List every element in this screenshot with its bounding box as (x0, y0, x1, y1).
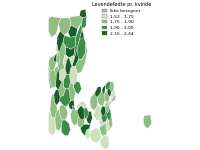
Polygon shape (100, 135, 109, 149)
Polygon shape (101, 110, 108, 123)
Polygon shape (90, 128, 101, 143)
Polygon shape (101, 106, 106, 116)
Polygon shape (80, 124, 90, 135)
Polygon shape (86, 111, 92, 124)
Polygon shape (143, 115, 152, 129)
Polygon shape (69, 67, 77, 85)
Polygon shape (111, 92, 114, 99)
Polygon shape (63, 74, 70, 89)
Polygon shape (110, 81, 114, 92)
Polygon shape (106, 118, 111, 131)
Polygon shape (105, 90, 109, 103)
Polygon shape (84, 107, 88, 119)
Polygon shape (70, 110, 79, 126)
Polygon shape (90, 92, 98, 111)
Polygon shape (50, 93, 57, 118)
Polygon shape (77, 37, 86, 60)
Polygon shape (95, 87, 101, 97)
Polygon shape (99, 113, 106, 126)
Polygon shape (72, 29, 84, 67)
Polygon shape (63, 55, 75, 72)
Polygon shape (65, 58, 72, 75)
Polygon shape (48, 17, 61, 37)
Polygon shape (107, 88, 112, 97)
Legend: Ikke beregnet, 1,52 - 1,75, 1,75 - 1,90, 1,90 - 2,09, 2,10 - 2,44: Ikke beregnet, 1,52 - 1,75, 1,75 - 1,90,… (91, 2, 152, 36)
Polygon shape (55, 65, 63, 91)
Polygon shape (59, 68, 68, 82)
Polygon shape (57, 31, 64, 54)
Polygon shape (74, 24, 82, 58)
Polygon shape (113, 92, 116, 101)
Polygon shape (48, 110, 56, 135)
Polygon shape (60, 88, 70, 107)
Polygon shape (81, 17, 86, 29)
Polygon shape (100, 121, 108, 136)
Polygon shape (56, 44, 63, 54)
Polygon shape (77, 101, 86, 108)
Polygon shape (48, 55, 56, 71)
Polygon shape (72, 105, 79, 111)
Polygon shape (112, 90, 115, 97)
Polygon shape (57, 49, 65, 65)
Polygon shape (98, 92, 105, 106)
Polygon shape (59, 18, 71, 35)
Polygon shape (59, 76, 66, 97)
Polygon shape (108, 99, 112, 105)
Polygon shape (105, 101, 109, 107)
Polygon shape (75, 44, 87, 74)
Polygon shape (74, 81, 82, 94)
Polygon shape (68, 25, 77, 37)
Polygon shape (68, 100, 74, 110)
Polygon shape (61, 120, 70, 135)
Polygon shape (85, 129, 90, 140)
Polygon shape (69, 16, 83, 29)
Polygon shape (105, 81, 113, 92)
Polygon shape (102, 134, 109, 147)
Polygon shape (48, 64, 59, 89)
Polygon shape (65, 46, 75, 58)
Polygon shape (68, 82, 76, 101)
Polygon shape (94, 105, 102, 120)
Polygon shape (54, 90, 60, 105)
Polygon shape (53, 51, 58, 62)
Polygon shape (105, 100, 109, 113)
Polygon shape (50, 70, 56, 88)
Polygon shape (80, 9, 86, 18)
Polygon shape (102, 85, 105, 94)
Polygon shape (77, 111, 85, 128)
Polygon shape (111, 94, 114, 102)
Polygon shape (77, 105, 85, 120)
Polygon shape (106, 108, 111, 120)
Polygon shape (108, 114, 112, 129)
Polygon shape (54, 107, 62, 131)
Polygon shape (63, 35, 76, 49)
Polygon shape (57, 42, 66, 74)
Polygon shape (59, 104, 68, 120)
